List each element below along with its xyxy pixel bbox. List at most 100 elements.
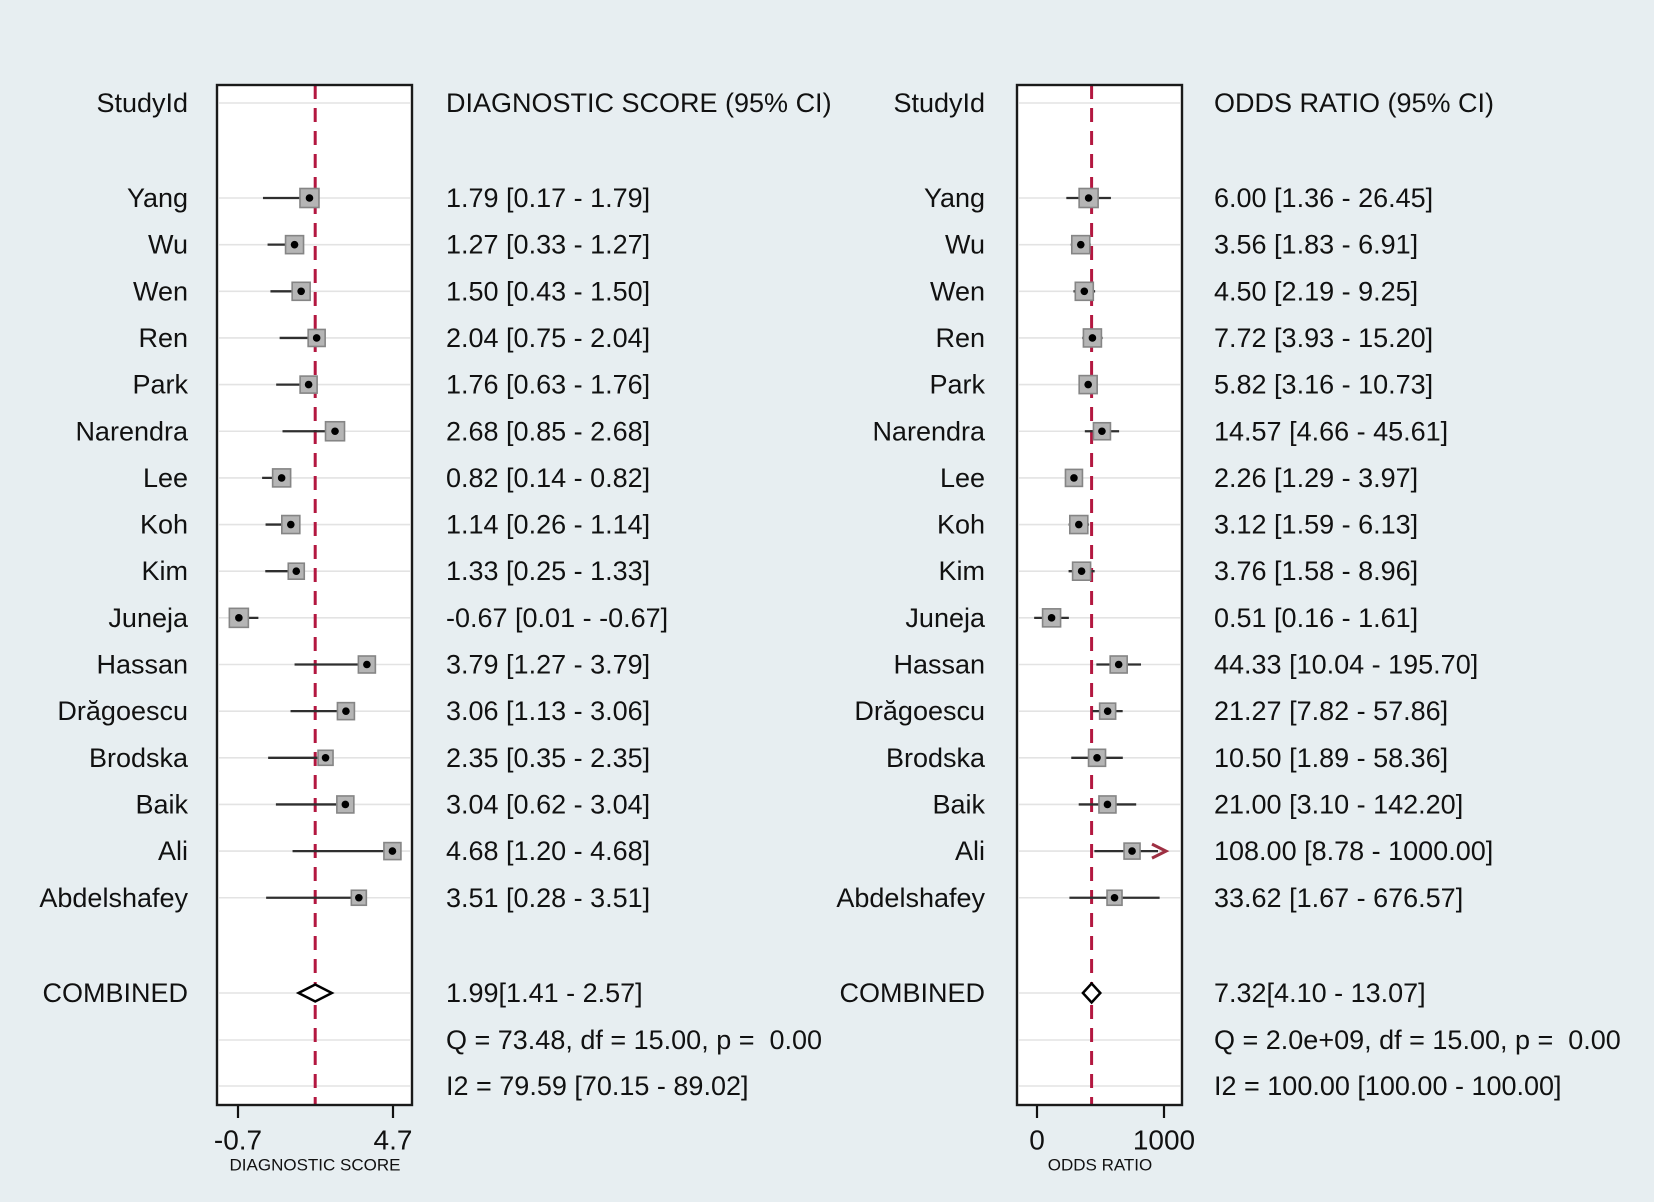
left-plot-box xyxy=(215,83,414,1107)
effect-estimate-text: 7.72 [3.93 - 15.20] xyxy=(1214,323,1433,353)
effect-point xyxy=(331,427,339,436)
effect-point xyxy=(290,240,299,249)
study-label: Abdelshafey xyxy=(836,883,985,913)
effect-point xyxy=(1074,520,1083,529)
effect-estimate-text: 1.27 [0.33 - 1.27] xyxy=(446,230,650,260)
study-label: Drăgoescu xyxy=(57,696,188,726)
effect-point xyxy=(1110,893,1119,902)
effect-point xyxy=(321,754,330,762)
effect-point xyxy=(388,847,397,855)
right-combined-estimate: 7.32[4.10 - 13.07] xyxy=(1214,978,1426,1008)
effect-point xyxy=(1076,240,1085,249)
effect-point xyxy=(1084,194,1093,202)
effect-estimate-text: 10.50 [1.89 - 58.36] xyxy=(1214,743,1448,773)
effect-point xyxy=(1080,287,1089,296)
effect-point xyxy=(1088,334,1097,342)
study-label: Brodska xyxy=(886,743,986,773)
combined-diamond xyxy=(1081,981,1103,1005)
study-label: Lee xyxy=(940,463,985,493)
study-label: Drăgoescu xyxy=(854,696,985,726)
study-label: Wu xyxy=(148,230,188,260)
study-label: Baik xyxy=(135,789,188,819)
study-label: Baik xyxy=(932,789,985,819)
effect-estimate-text: 2.04 [0.75 - 2.04] xyxy=(446,323,650,353)
effect-estimate-text: 21.27 [7.82 - 57.86] xyxy=(1214,696,1448,726)
right-plot-area xyxy=(1017,85,1182,1105)
study-label: Wen xyxy=(133,276,188,306)
effect-estimate-text: 108.00 [8.78 - 1000.00] xyxy=(1214,836,1493,866)
effect-estimate-text: 1.76 [0.63 - 1.76] xyxy=(446,370,650,400)
effect-estimate-text: 2.35 [0.35 - 2.35] xyxy=(446,743,650,773)
effect-point xyxy=(312,334,321,342)
left-effect-header: DIAGNOSTIC SCORE (95% CI) xyxy=(446,88,832,118)
study-label: Hassan xyxy=(96,650,188,680)
left-axis-tick-min: -0.7 xyxy=(214,1125,262,1156)
effect-point xyxy=(1070,474,1078,482)
effect-point xyxy=(297,287,305,296)
study-label: Juneja xyxy=(108,603,189,633)
effect-estimate-text: 4.50 [2.19 - 9.25] xyxy=(1214,276,1418,306)
effect-estimate-text: 6.00 [1.36 - 26.45] xyxy=(1214,183,1433,213)
left-studyid-header: StudyId xyxy=(96,88,188,118)
effect-point xyxy=(1128,847,1136,855)
effect-estimate-text: 3.04 [0.62 - 3.04] xyxy=(446,789,650,819)
study-label: Park xyxy=(132,370,188,400)
right-effect-header: ODDS RATIO (95% CI) xyxy=(1214,88,1494,118)
effect-estimate-text: 2.68 [0.85 - 2.68] xyxy=(446,416,650,446)
effect-point xyxy=(305,194,314,202)
effect-point xyxy=(1047,614,1056,622)
effect-estimate-text: 44.33 [10.04 - 195.70] xyxy=(1214,650,1478,680)
effect-estimate-text: 3.51 [0.28 - 3.51] xyxy=(446,883,650,913)
effect-point xyxy=(342,707,350,715)
combined-diamond xyxy=(295,983,335,1003)
study-label: Brodska xyxy=(89,743,189,773)
effect-estimate-text: -0.67 [0.01 - -0.67] xyxy=(446,603,668,633)
effect-estimate-text: 3.12 [1.59 - 6.13] xyxy=(1214,510,1418,540)
right-studyid-header: StudyId xyxy=(893,88,985,118)
effect-point xyxy=(1098,427,1106,436)
effect-estimate-text: 3.76 [1.58 - 8.96] xyxy=(1214,556,1418,586)
left-combined-estimate: 1.99[1.41 - 2.57] xyxy=(446,978,643,1008)
effect-point xyxy=(304,380,313,389)
right-axis-tick-max: 1000 xyxy=(1133,1125,1195,1156)
study-label: Kim xyxy=(142,556,189,586)
study-label: Narendra xyxy=(872,416,986,446)
study-label: Yang xyxy=(127,183,188,213)
effect-point xyxy=(363,660,371,669)
effect-point xyxy=(1103,800,1112,809)
effect-estimate-text: 1.33 [0.25 - 1.33] xyxy=(446,556,650,586)
left-axis-tick-max: 4.7 xyxy=(374,1125,413,1156)
study-label: Hassan xyxy=(893,650,985,680)
study-label: Abdelshafey xyxy=(39,883,188,913)
left-i2-stat: I2 = 79.59 [70.15 - 89.02] xyxy=(446,1071,748,1101)
effect-point xyxy=(1077,567,1086,575)
effect-estimate-text: 5.82 [3.16 - 10.73] xyxy=(1214,370,1433,400)
right-axis-title: ODDS RATIO xyxy=(1048,1156,1153,1175)
study-label: Kim xyxy=(939,556,986,586)
effect-estimate-text: 14.57 [4.66 - 45.61] xyxy=(1214,416,1448,446)
right-i2-stat: I2 = 100.00 [100.00 - 100.00] xyxy=(1214,1071,1562,1101)
marker-layer: Yang 1.79 [0.17 - 1.79] Wu 1.27 [0.33 - 1.2… xyxy=(39,183,1493,1118)
effect-point xyxy=(287,520,295,529)
study-label: Yang xyxy=(924,183,985,213)
effect-point xyxy=(1114,660,1123,669)
study-label: Wen xyxy=(930,276,985,306)
study-label: Narendra xyxy=(75,416,189,446)
effect-estimate-text: 4.68 [1.20 - 4.68] xyxy=(446,836,650,866)
effect-point xyxy=(235,614,243,622)
left-axis-title: DIAGNOSTIC SCORE xyxy=(230,1156,401,1175)
study-label: Juneja xyxy=(905,603,986,633)
effect-estimate-text: 3.79 [1.27 - 3.79] xyxy=(446,650,650,680)
effect-point xyxy=(292,567,301,575)
effect-estimate-text: 2.26 [1.29 - 3.97] xyxy=(1214,463,1418,493)
study-label: Wu xyxy=(945,230,985,260)
effect-estimate-text: 1.79 [0.17 - 1.79] xyxy=(446,183,650,213)
study-label: Ren xyxy=(138,323,188,353)
right-combined-label: COMBINED xyxy=(839,978,985,1008)
right-heterogeneity-stat: Q = 2.0e+09, df = 15.00, p = 0.00 xyxy=(1214,1025,1621,1055)
effect-estimate-text: 1.50 [0.43 - 1.50] xyxy=(446,276,650,306)
effect-estimate-text: 1.14 [0.26 - 1.14] xyxy=(446,510,650,540)
effect-point xyxy=(1093,754,1101,762)
